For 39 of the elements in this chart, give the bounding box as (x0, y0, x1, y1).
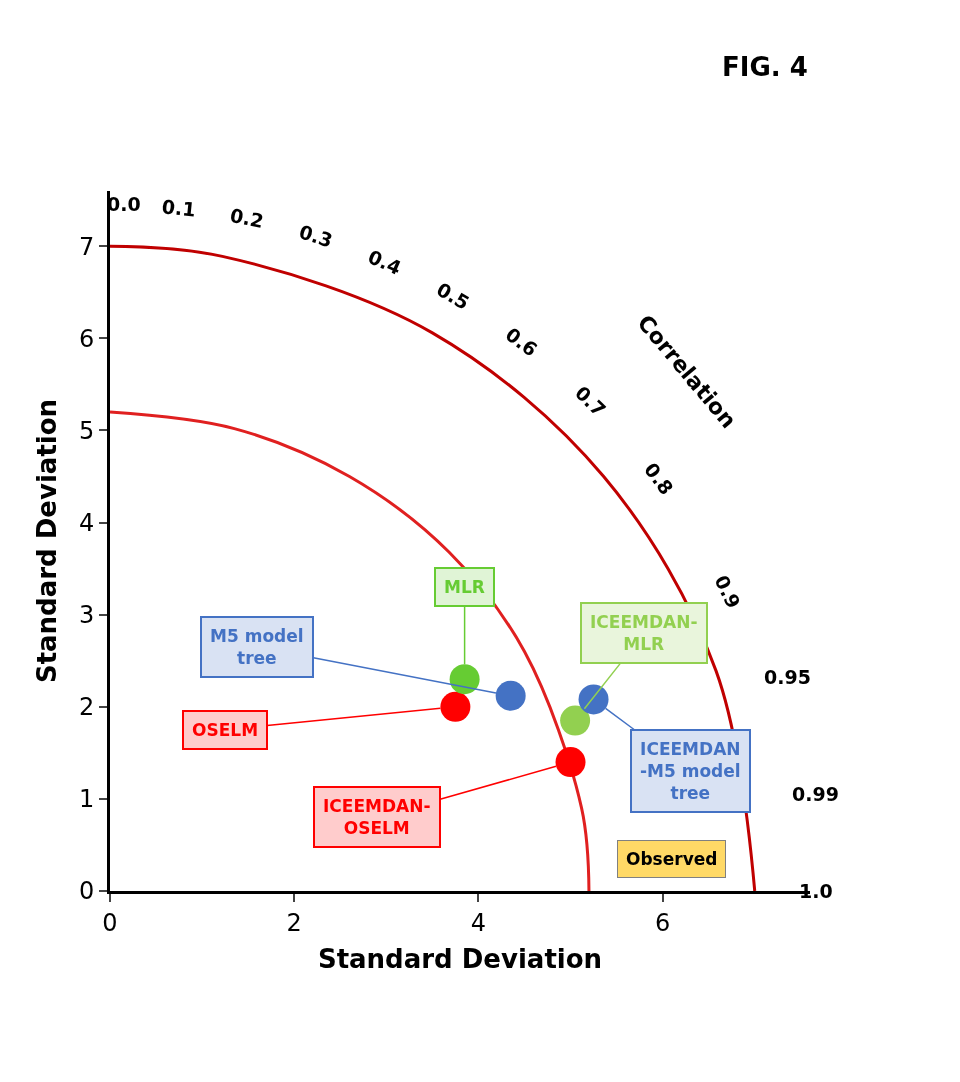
x-tick-label: 2 (286, 908, 302, 937)
annotation: 0.3 (296, 220, 336, 252)
point (578, 684, 609, 715)
point (449, 664, 480, 695)
annotation: 0.5 (433, 277, 474, 314)
annotation: 0.2 (228, 203, 266, 233)
y-tick-label: 6 (78, 324, 95, 353)
y-tick-label: 7 (78, 232, 95, 261)
point (555, 747, 586, 778)
x-tick-label: 0 (102, 908, 118, 937)
text: OSELM (192, 720, 259, 740)
annotation: 0.7 (570, 381, 611, 421)
point (495, 680, 526, 711)
point (440, 691, 471, 722)
text: ICEEMDAN- OSELM (323, 796, 431, 839)
y-tick-label: 1 (78, 785, 95, 814)
y-tick-label: 5 (78, 416, 95, 445)
y-tick-label: 0 (78, 877, 95, 906)
annotation: 0.99 (792, 783, 839, 805)
text: MLR (444, 577, 485, 597)
annotation: 0.1 (160, 195, 197, 221)
annotation: 0.9 (710, 571, 745, 612)
annotation: 0.6 (501, 322, 542, 361)
x-tick-label: 4 (470, 908, 487, 937)
y-tick-label: 3 (78, 601, 95, 630)
text: ICEEMDAN -M5 model tree (640, 739, 741, 804)
annotation: 0.95 (764, 666, 811, 688)
y-tick-label: 2 (78, 693, 95, 722)
point (560, 705, 591, 736)
y-tick-label: 4 (78, 508, 95, 537)
x-axis-title: Standard Deviation (317, 944, 603, 975)
y-axis-title: Standard Deviation (32, 398, 63, 684)
annotation: 0.4 (364, 245, 405, 279)
annotation: Observed (626, 849, 718, 869)
chart-title: FIG. 4 (722, 52, 808, 82)
x-tick-label: 6 (654, 908, 671, 937)
annotation: 0.8 (640, 458, 678, 499)
text: M5 model tree (210, 626, 304, 669)
text: ICEEMDAN- MLR (590, 612, 698, 655)
